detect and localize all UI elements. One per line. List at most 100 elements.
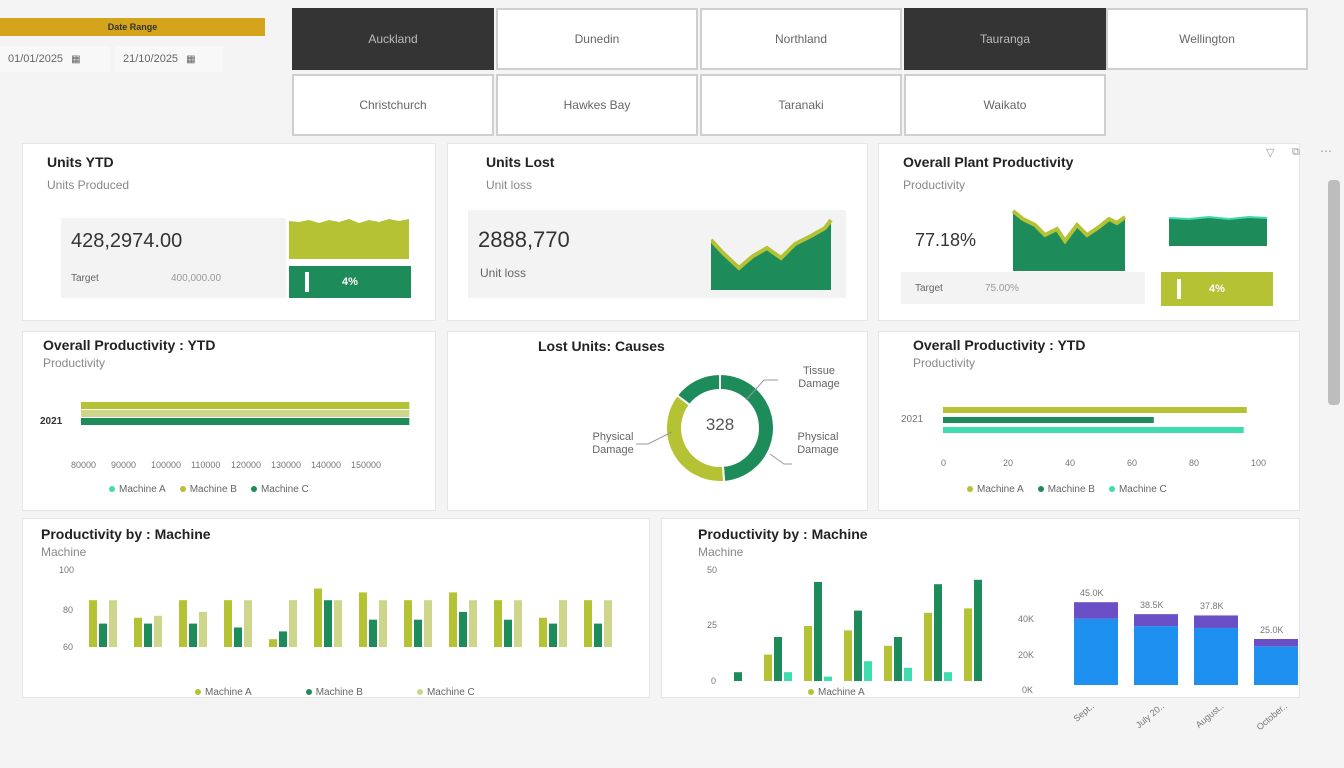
bar-machine-a xyxy=(134,617,142,647)
more-options-icon[interactable]: ⋯ xyxy=(1320,144,1332,158)
bar-machine-b xyxy=(734,672,742,681)
page-scrollbar[interactable] xyxy=(1328,180,1340,405)
region-slicer-auckland[interactable]: Auckland xyxy=(292,8,494,70)
y-tick: 40K xyxy=(1018,614,1035,624)
chart-legend: Machine A xyxy=(808,687,865,698)
card-title: Productivity by : Machine xyxy=(698,526,868,542)
x-tick: 40 xyxy=(1065,458,1076,468)
y-tick: 60 xyxy=(63,642,74,652)
filter-icon[interactable]: ▽ xyxy=(1266,147,1275,159)
variance-badge: 4% xyxy=(1161,272,1273,306)
bar-machine-a xyxy=(449,592,457,647)
end-date-picker[interactable]: 21/10/2025 ▦ xyxy=(115,46,223,72)
x-tick: 80 xyxy=(1189,458,1200,468)
bar-machine-a xyxy=(884,645,892,681)
bar-segment-top xyxy=(1134,614,1178,627)
bar-machine-b xyxy=(324,600,332,647)
bar-machine-a xyxy=(359,592,367,647)
bar-segment-base xyxy=(1134,626,1178,685)
legend-item: Machine B xyxy=(305,687,363,698)
bar-machine-a xyxy=(943,407,1247,413)
category-label: 2021 xyxy=(40,416,63,427)
bar-machine-b xyxy=(894,637,902,681)
bar-machine-a xyxy=(81,402,410,409)
slice-label: Physical Damage xyxy=(797,431,839,456)
bar-machine-b xyxy=(854,610,862,681)
focus-mode-icon[interactable]: ⧉ xyxy=(1292,146,1300,158)
region-slicer-waikato[interactable]: Waikato xyxy=(904,74,1106,136)
card-subtitle: Machine xyxy=(41,545,87,559)
x-tick: 110000 xyxy=(191,460,221,470)
bar-machine-a xyxy=(89,600,97,647)
bar-machine-c xyxy=(604,600,612,647)
variance-badge: 4% xyxy=(289,266,411,298)
region-slicer-tauranga[interactable]: Tauranga xyxy=(904,8,1106,70)
y-tick: 50 xyxy=(707,565,718,575)
calendar-icon[interactable]: ▦ xyxy=(186,54,196,65)
start-date-picker[interactable]: 01/01/2025 ▦ xyxy=(0,46,110,72)
legend-item: Machine B xyxy=(179,484,237,495)
region-slicer-taranaki[interactable]: Taranaki xyxy=(700,74,902,136)
target-panel xyxy=(901,272,1145,304)
variance-marker xyxy=(1177,279,1181,299)
calendar-icon[interactable]: ▦ xyxy=(71,54,81,65)
data-label: 38.5K xyxy=(1140,600,1164,611)
target-value: 400,000.00 xyxy=(171,273,222,284)
kpi-value: 428,2974.00 xyxy=(71,230,183,252)
lost-units-causes-card: Lost Units: Causes 328 Tissue Damage Phy… xyxy=(447,331,868,511)
bar-machine-a xyxy=(844,630,852,681)
overall-productivity-ytd-right: Overall Productivity : YTD Productivity … xyxy=(878,331,1300,511)
bar-machine-b xyxy=(99,623,107,647)
y-tick: 0K xyxy=(1022,685,1034,695)
bar-machine-c xyxy=(379,600,387,647)
bar-chart xyxy=(81,402,410,425)
bar-chart xyxy=(89,588,612,647)
data-label: 45.0K xyxy=(1080,588,1104,599)
bar-machine-c xyxy=(904,667,912,681)
x-tick: 0 xyxy=(941,458,947,468)
bar-segment-top xyxy=(1254,639,1298,647)
y-tick: 80 xyxy=(63,605,74,615)
stacked-bar-chart xyxy=(1074,602,1298,685)
bar-segment-base xyxy=(1254,646,1298,685)
bar-machine-a xyxy=(584,600,592,647)
bar-machine-b xyxy=(774,637,782,681)
donut-slice xyxy=(675,372,721,407)
productivity-by-machine-right: Productivity by : Machine Machine 50 25 … xyxy=(661,518,1300,732)
region-slicer-hawkes-bay[interactable]: Hawkes Bay xyxy=(496,74,698,136)
target-label: Target xyxy=(915,283,943,294)
leader-lines xyxy=(636,379,792,465)
slice-label: Physical Damage xyxy=(592,431,634,456)
card-title: Lost Units: Causes xyxy=(538,338,665,354)
y-tick: 0 xyxy=(711,676,717,686)
category-label: 2021 xyxy=(901,414,924,425)
bar-machine-c xyxy=(81,418,410,425)
bar-machine-c xyxy=(943,427,1244,433)
legend-item: Machine A xyxy=(109,484,166,495)
card-subtitle: Productivity xyxy=(913,356,976,370)
bar-machine-a xyxy=(224,600,232,647)
target-label: Target xyxy=(71,273,99,284)
sparkline-area xyxy=(711,218,833,290)
legend-item: Machine A xyxy=(967,484,1024,495)
bar-segment-base xyxy=(1194,627,1238,685)
bar-machine-c xyxy=(864,661,872,681)
bar-machine-b xyxy=(369,619,377,647)
kpi-panel xyxy=(61,218,286,298)
x-tick: 20 xyxy=(1003,458,1014,468)
region-slicer-christchurch[interactable]: Christchurch xyxy=(292,74,494,136)
region-slicer-wellington[interactable]: Wellington xyxy=(1106,8,1308,70)
bar-machine-c xyxy=(944,672,952,681)
region-slicer-northland[interactable]: Northland xyxy=(700,8,902,70)
donut-center-value: 328 xyxy=(705,415,735,434)
bar-machine-a xyxy=(314,588,322,647)
start-date-value: 01/01/2025 xyxy=(8,53,64,65)
y-tick: 100 xyxy=(59,565,75,575)
bar-machine-a xyxy=(494,600,502,647)
bar-machine-a xyxy=(964,608,972,681)
bar-machine-c xyxy=(559,600,567,647)
card-subtitle: Units Produced xyxy=(47,178,130,192)
region-slicer-dunedin[interactable]: Dunedin xyxy=(496,8,698,70)
bar-machine-b xyxy=(974,579,982,681)
bar-machine-a xyxy=(404,600,412,647)
